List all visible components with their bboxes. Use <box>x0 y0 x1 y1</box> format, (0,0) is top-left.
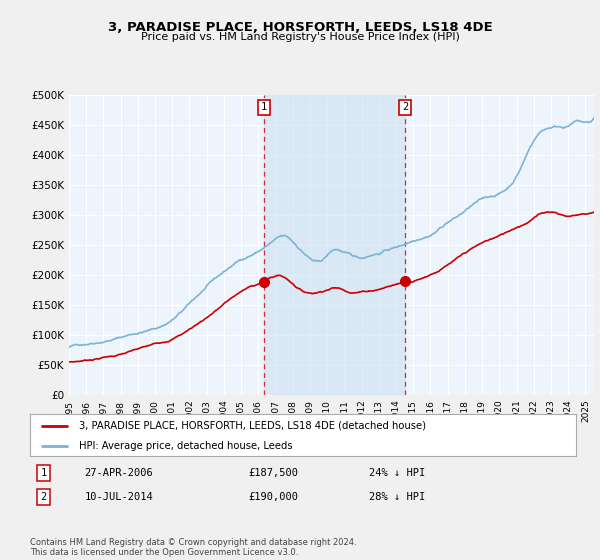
Text: Contains HM Land Registry data © Crown copyright and database right 2024.
This d: Contains HM Land Registry data © Crown c… <box>30 538 356 557</box>
Text: £190,000: £190,000 <box>248 492 298 502</box>
Text: 10-JUL-2014: 10-JUL-2014 <box>85 492 154 502</box>
Text: 2: 2 <box>41 492 47 502</box>
Text: 27-APR-2006: 27-APR-2006 <box>85 468 154 478</box>
Text: 24% ↓ HPI: 24% ↓ HPI <box>368 468 425 478</box>
Bar <box>264 95 405 395</box>
Text: 1: 1 <box>261 102 267 113</box>
Text: 3, PARADISE PLACE, HORSFORTH, LEEDS, LS18 4DE (detached house): 3, PARADISE PLACE, HORSFORTH, LEEDS, LS1… <box>79 421 426 431</box>
Text: HPI: Average price, detached house, Leeds: HPI: Average price, detached house, Leed… <box>79 441 293 451</box>
Text: 28% ↓ HPI: 28% ↓ HPI <box>368 492 425 502</box>
Text: Price paid vs. HM Land Registry's House Price Index (HPI): Price paid vs. HM Land Registry's House … <box>140 32 460 42</box>
Text: 3, PARADISE PLACE, HORSFORTH, LEEDS, LS18 4DE: 3, PARADISE PLACE, HORSFORTH, LEEDS, LS1… <box>107 21 493 34</box>
Text: 2: 2 <box>402 102 408 113</box>
Text: 1: 1 <box>41 468 47 478</box>
Text: £187,500: £187,500 <box>248 468 298 478</box>
